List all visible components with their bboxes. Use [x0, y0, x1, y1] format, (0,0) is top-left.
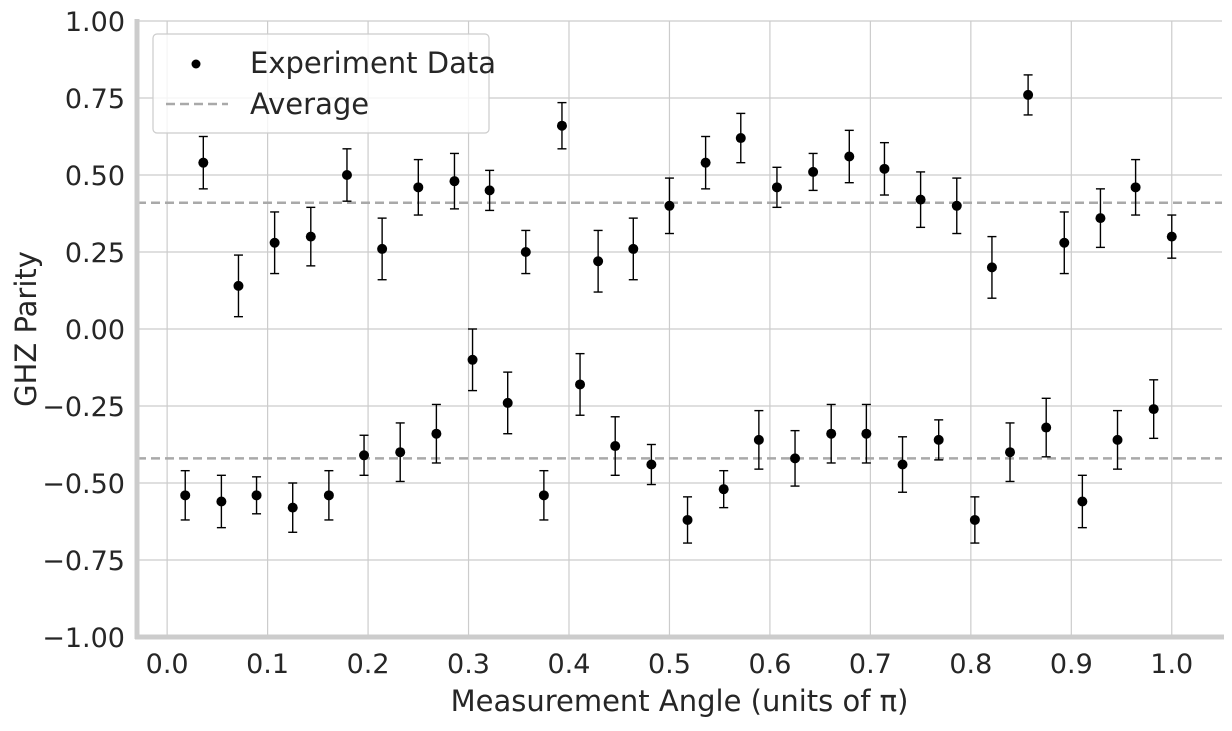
legend-label-experiment: Experiment Data [250, 46, 496, 80]
data-point [395, 447, 406, 458]
x-tick-label: 0.1 [246, 649, 289, 680]
x-tick-label: 0.8 [949, 649, 992, 680]
data-point [646, 459, 657, 470]
legend-box [152, 33, 490, 134]
data-point [198, 157, 209, 168]
data-point [1005, 447, 1016, 458]
data-point [1148, 404, 1159, 415]
data-point [287, 502, 298, 513]
data-point [593, 256, 604, 267]
data-point [790, 453, 801, 464]
data-point [377, 243, 388, 254]
data-point [341, 170, 352, 180]
y-tick-label: 1.00 [65, 7, 125, 38]
x-tick-label: 0.0 [146, 649, 189, 680]
data-point [986, 262, 997, 273]
data-point [305, 231, 316, 242]
x-axis-label: Measurement Angle (units of π) [451, 684, 909, 718]
data-point [628, 243, 639, 254]
y-tick-label: −0.75 [42, 546, 125, 577]
y-tick-label: 0.50 [65, 161, 125, 192]
data-point [1059, 237, 1070, 248]
error-bars [180, 74, 1177, 544]
legend-marker-experiment [191, 59, 201, 69]
data-point [826, 428, 837, 439]
data-point [969, 514, 980, 525]
data-point [502, 397, 513, 408]
x-tick-label: 0.2 [347, 649, 390, 680]
data-point [269, 237, 280, 248]
data-point [1041, 422, 1052, 433]
data-point [771, 182, 782, 193]
data-point [359, 450, 370, 461]
data-point [1166, 231, 1177, 242]
data-point [449, 176, 460, 187]
data-point [180, 490, 191, 501]
x-tick-labels: 0.0 0.1 0.2 0.3 0.4 0.5 0.6 0.7 0.8 0.9 1.0 [146, 649, 1194, 680]
x-tick-label: 0.6 [748, 649, 791, 680]
data-point [1077, 496, 1088, 507]
data-point [897, 459, 908, 470]
data-point [1130, 182, 1141, 193]
x-tick-label: 1.0 [1150, 649, 1193, 680]
data-points [180, 89, 1177, 525]
y-tick-label: −1.00 [42, 623, 125, 654]
data-point [556, 120, 567, 131]
y-axis-label: GHZ Parity [9, 251, 43, 407]
data-point [520, 247, 531, 257]
average-lines [137, 201, 1222, 460]
data-point [233, 280, 244, 291]
data-point [413, 182, 424, 193]
data-point [323, 490, 334, 501]
data-point [933, 434, 944, 445]
axes [134, 19, 1224, 640]
legend: Experiment Data Average [152, 33, 496, 134]
data-point [216, 496, 227, 507]
data-point [879, 163, 890, 174]
x-tick-label: 0.9 [1050, 649, 1093, 680]
legend-label-average: Average [250, 87, 369, 121]
data-point [538, 490, 549, 501]
data-point [844, 151, 855, 162]
y-tick-label: −0.50 [42, 469, 125, 500]
data-point [861, 428, 872, 439]
data-point [251, 490, 262, 501]
data-point [915, 194, 926, 205]
data-point [808, 166, 819, 177]
data-point [664, 200, 675, 211]
x-tick-label: 0.3 [447, 649, 490, 680]
data-point [1112, 434, 1123, 445]
data-point [575, 379, 586, 390]
data-point [610, 441, 621, 452]
data-point [431, 428, 442, 439]
y-tick-label: −0.25 [42, 392, 125, 423]
data-point [700, 157, 711, 168]
data-point [682, 514, 693, 525]
y-tick-label: 0.25 [65, 238, 125, 269]
y-tick-labels: −1.00 −0.75 −0.50 −0.25 0.00 0.25 0.50 0.75 1.00 [42, 7, 125, 654]
data-point [1095, 213, 1106, 224]
data-point [1023, 89, 1034, 100]
x-tick-label: 0.7 [849, 649, 892, 680]
data-point [735, 133, 746, 144]
data-point [753, 434, 764, 445]
data-point [467, 354, 478, 365]
x-tick-label: 0.4 [548, 649, 591, 680]
data-point [718, 484, 729, 495]
data-point [484, 185, 495, 196]
y-tick-label: 0.00 [65, 315, 125, 346]
x-tick-label: 0.5 [648, 649, 691, 680]
data-point [951, 200, 962, 211]
y-tick-label: 0.75 [65, 84, 125, 115]
